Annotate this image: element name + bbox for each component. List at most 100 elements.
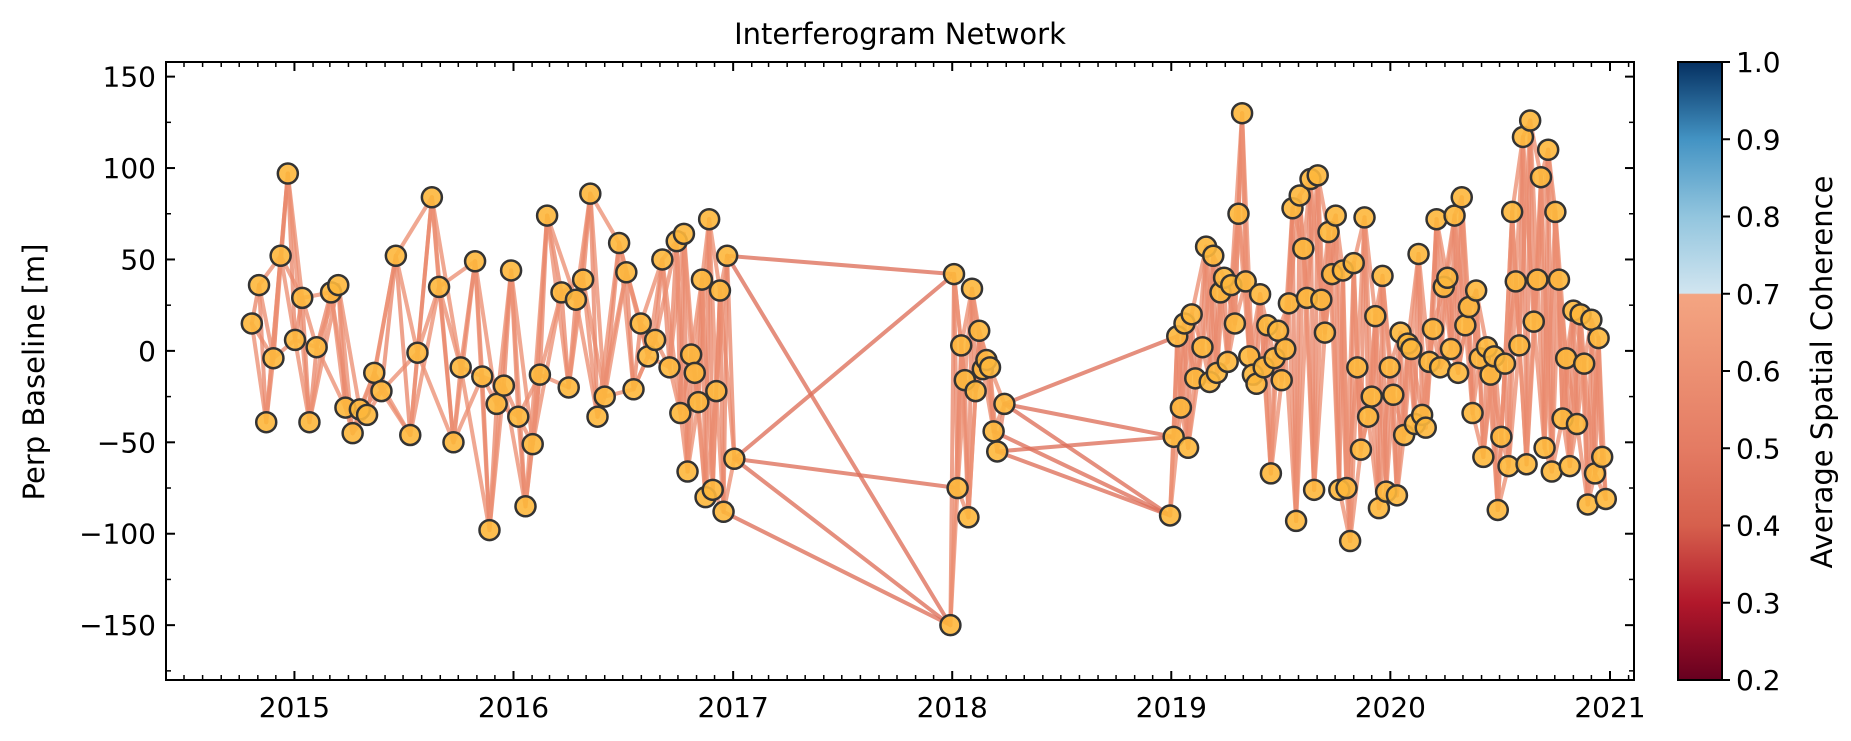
acquisition-point xyxy=(697,207,721,231)
network-edge xyxy=(991,429,1173,518)
network-edge xyxy=(393,253,413,437)
acquisition-point xyxy=(985,440,1009,463)
acquisition-point xyxy=(1176,436,1200,460)
acquisition-point xyxy=(305,335,328,359)
acquisition-point xyxy=(463,250,487,273)
acquisition-point xyxy=(942,262,966,286)
acquisition-point xyxy=(1486,498,1510,522)
network-edge xyxy=(458,365,492,533)
acquisition-point xyxy=(247,273,271,297)
network-edge xyxy=(995,449,1173,518)
acquisition-point xyxy=(254,410,278,434)
acquisition-point xyxy=(669,401,692,425)
acquisition-point xyxy=(978,356,1002,379)
acquisition-point xyxy=(557,376,580,399)
acquisition-points xyxy=(240,101,1618,637)
colorbar-tick-label: 0.2 xyxy=(1736,664,1781,697)
acquisition-point xyxy=(1349,438,1373,461)
acquisition-point xyxy=(1472,445,1495,469)
acquisition-point xyxy=(262,346,285,370)
acquisition-point xyxy=(723,447,746,471)
acquisition-point xyxy=(964,379,987,403)
network-edge xyxy=(624,270,636,392)
acquisition-point xyxy=(687,390,710,414)
y-axis-title: Perp Baseline [m] xyxy=(17,244,51,501)
acquisition-point xyxy=(1547,268,1571,291)
acquisition-point xyxy=(1522,310,1546,333)
acquisition-point xyxy=(679,343,703,366)
acquisition-point xyxy=(1421,317,1445,341)
acquisition-point xyxy=(1493,352,1517,375)
acquisition-point xyxy=(363,361,386,385)
acquisition-point xyxy=(1364,304,1387,328)
acquisition-point xyxy=(1436,266,1459,290)
acquisition-point xyxy=(705,379,728,403)
acquisition-point xyxy=(1248,282,1272,306)
acquisition-point xyxy=(712,500,735,524)
acquisition-point xyxy=(715,244,739,268)
acquisition-point xyxy=(1310,288,1333,311)
acquisition-point xyxy=(449,356,472,379)
network-edge xyxy=(415,284,442,355)
network-edge xyxy=(1002,334,1180,406)
plot-frame xyxy=(165,61,1635,681)
acquisition-point xyxy=(1504,270,1528,293)
acquisition-point xyxy=(1216,350,1239,374)
acquisition-point xyxy=(478,518,501,542)
acquisition-point xyxy=(1378,356,1401,379)
network-edge xyxy=(415,195,434,355)
x-tick-label: 2020 xyxy=(1355,691,1426,724)
y-tick-label: 150 xyxy=(103,61,156,94)
network-edge xyxy=(1348,447,1363,544)
network-edge xyxy=(559,290,571,390)
acquisition-point xyxy=(420,186,444,209)
network-edge xyxy=(707,217,719,394)
acquisition-point xyxy=(1454,314,1477,337)
colorbar-tick-label: 1.0 xyxy=(1736,46,1781,79)
y-tick-label: 50 xyxy=(120,243,156,276)
acquisition-point xyxy=(1356,405,1380,428)
y-tick-label: 0 xyxy=(138,335,156,368)
acquisition-point xyxy=(690,268,714,291)
network-edge xyxy=(1294,295,1309,523)
acquisition-point xyxy=(1360,385,1383,408)
colorbar-tick-label: 0.6 xyxy=(1736,355,1781,388)
acquisition-point xyxy=(1587,326,1610,350)
network-edge xyxy=(437,284,463,370)
acquisition-point xyxy=(949,334,973,357)
acquisition-point xyxy=(1338,529,1362,553)
acquisition-point xyxy=(1382,383,1405,407)
x-tick-label: 2015 xyxy=(259,691,330,724)
acquisition-point xyxy=(1565,412,1589,436)
acquisition-point xyxy=(492,374,516,397)
acquisition-point xyxy=(442,431,465,454)
acquisition-point xyxy=(701,478,724,502)
acquisition-point xyxy=(290,286,314,310)
acquisition-point xyxy=(629,312,652,335)
acquisition-point xyxy=(269,244,292,268)
acquisition-point xyxy=(1180,303,1203,326)
acquisition-point xyxy=(1302,478,1326,502)
acquisition-point xyxy=(586,405,609,428)
acquisition-point xyxy=(946,476,969,500)
network-edge xyxy=(458,259,478,370)
network-edge xyxy=(501,268,514,388)
y-tick-label: −100 xyxy=(79,518,156,551)
acquisition-point xyxy=(1590,445,1614,469)
chart-title: Interferogram Network xyxy=(734,17,1066,51)
acquisition-point xyxy=(1572,352,1596,375)
x-tick-label: 2016 xyxy=(478,691,549,724)
acquisition-point xyxy=(485,392,508,416)
y-tick-label: 100 xyxy=(103,152,156,185)
acquisition-point xyxy=(1464,279,1488,302)
acquisition-point xyxy=(708,279,732,302)
acquisition-point xyxy=(1490,425,1513,449)
network-edge xyxy=(732,456,960,491)
network-edge xyxy=(537,213,550,377)
acquisition-point xyxy=(499,259,523,282)
acquisition-point xyxy=(1313,321,1337,344)
y-tick-label: −150 xyxy=(79,609,156,642)
acquisition-point xyxy=(1371,264,1394,288)
acquisition-point xyxy=(370,379,393,403)
